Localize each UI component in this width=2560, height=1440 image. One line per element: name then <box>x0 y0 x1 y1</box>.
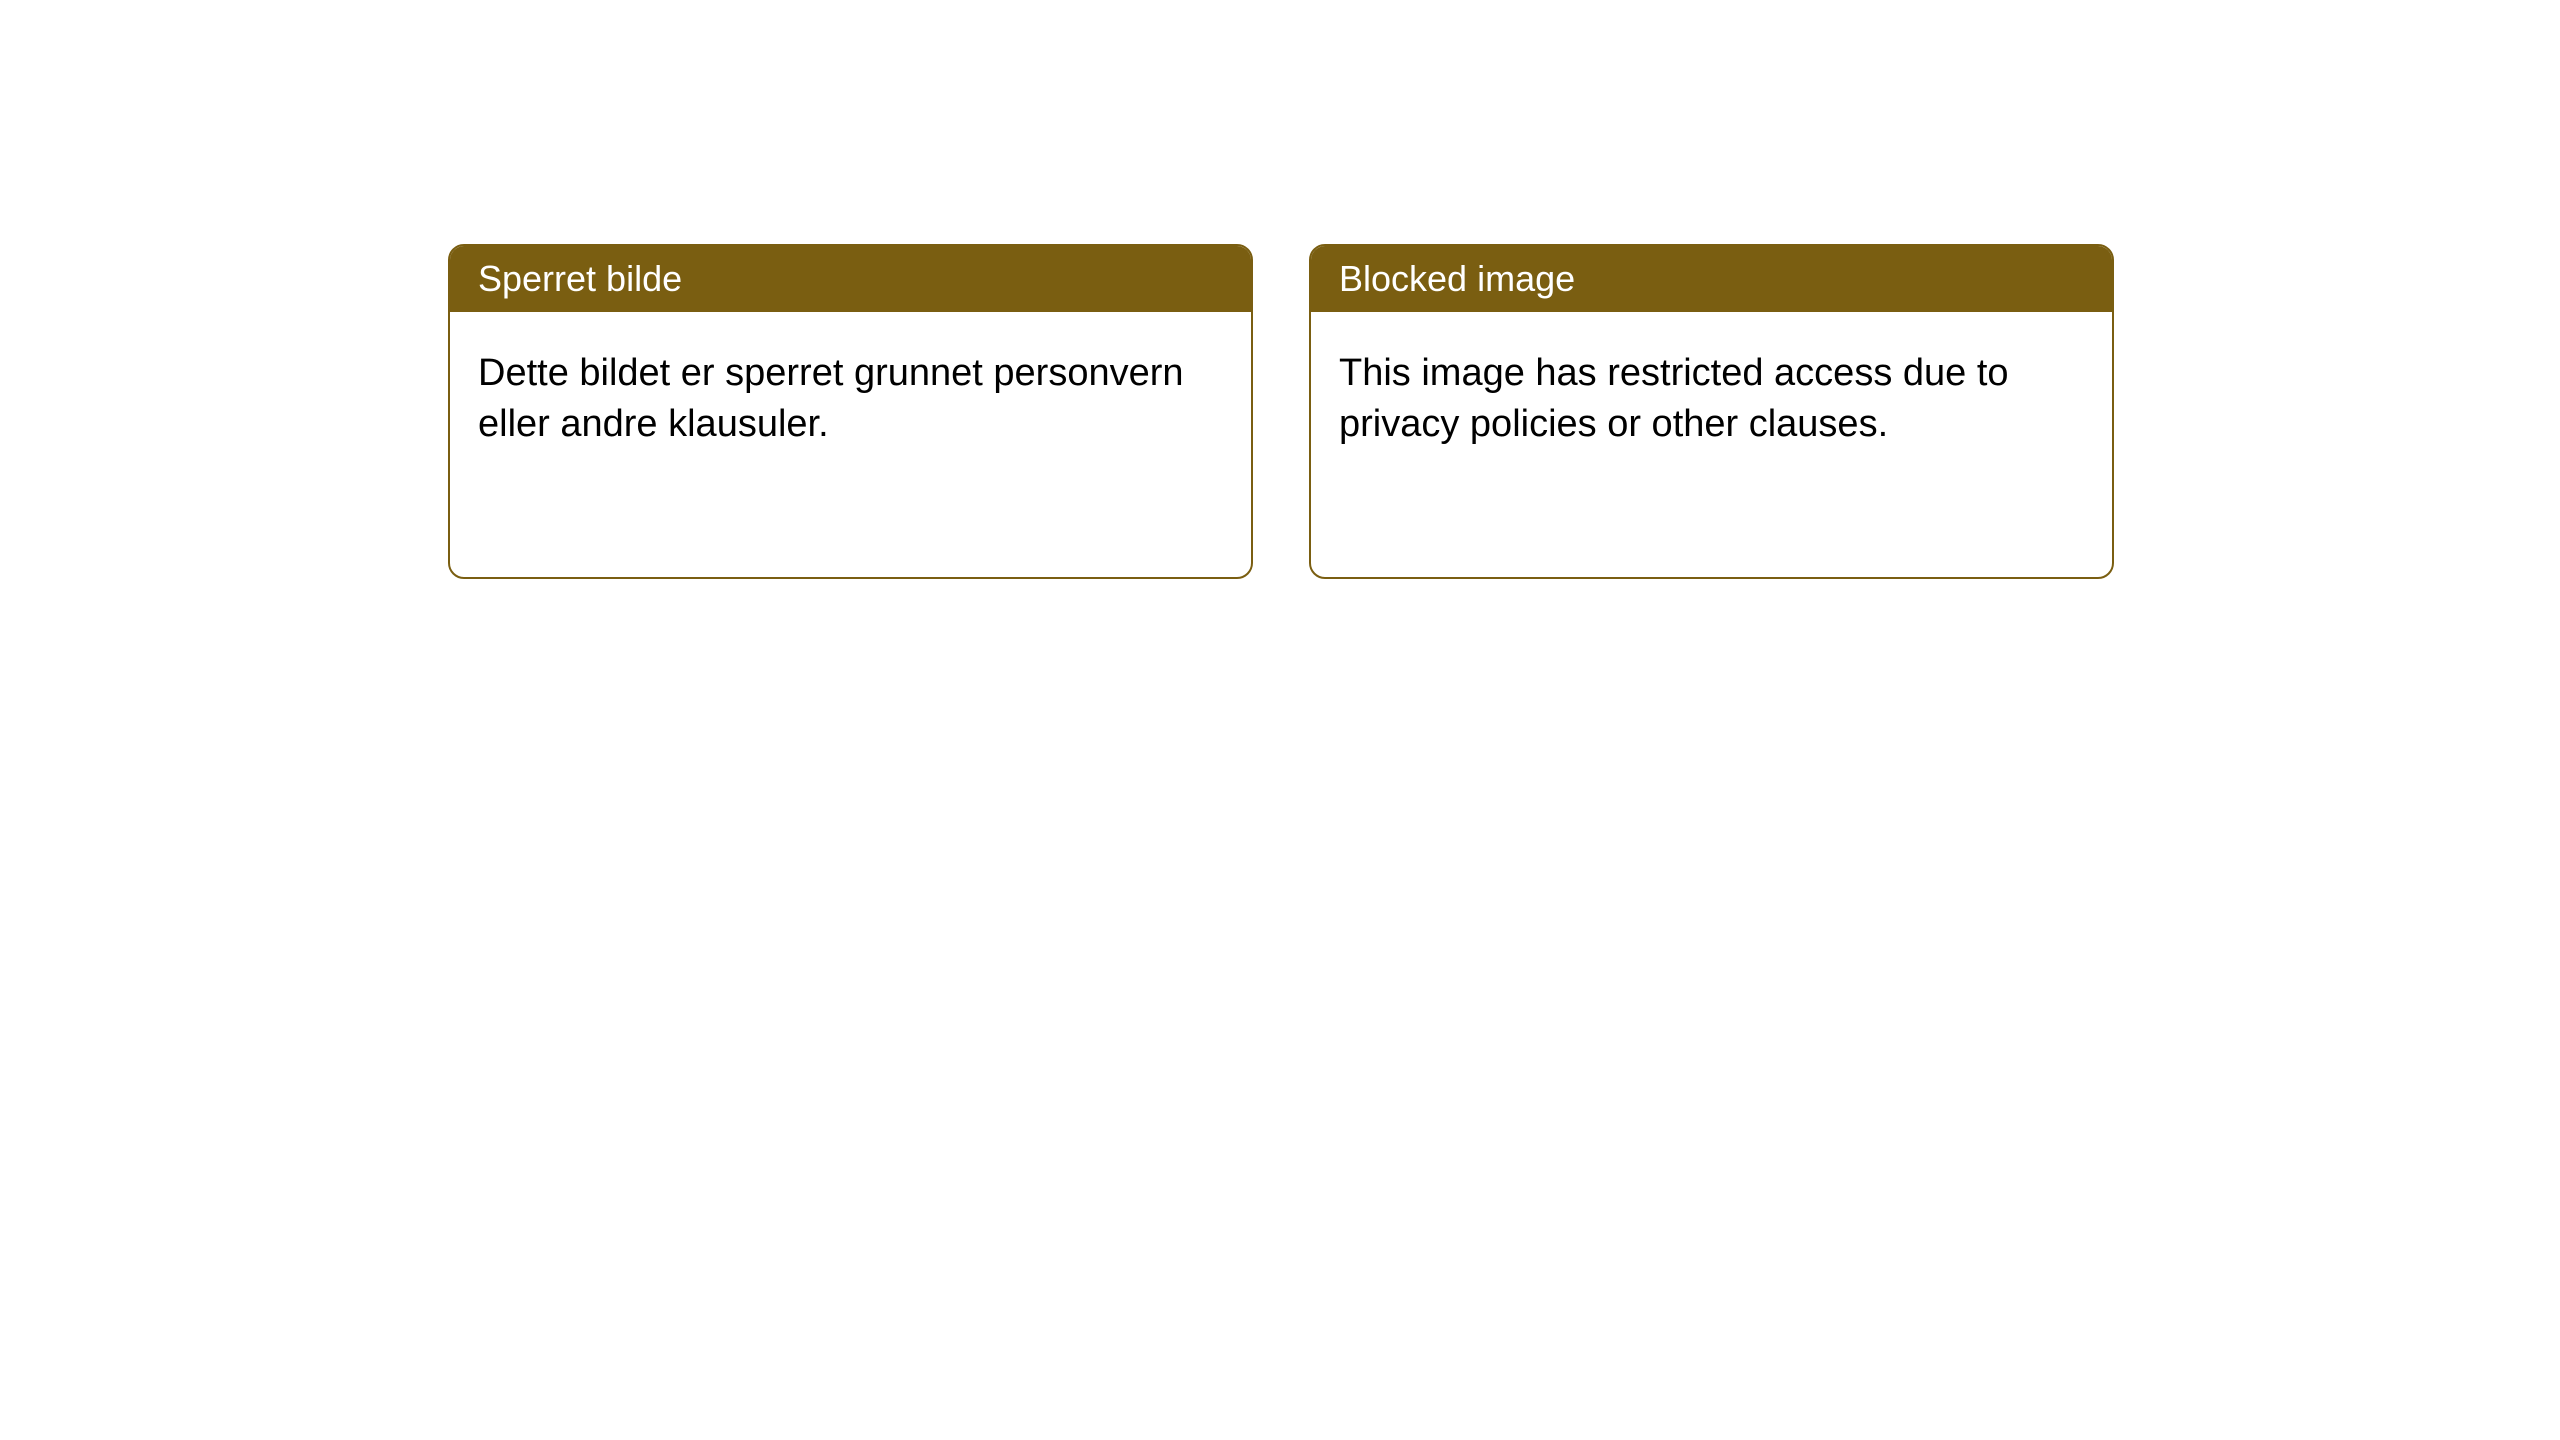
card-body-en: This image has restricted access due to … <box>1311 312 2112 487</box>
card-body-no: Dette bildet er sperret grunnet personve… <box>450 312 1251 487</box>
card-header-no: Sperret bilde <box>450 246 1251 312</box>
blocked-image-card-en: Blocked image This image has restricted … <box>1309 244 2114 579</box>
card-header-en: Blocked image <box>1311 246 2112 312</box>
notice-container: Sperret bilde Dette bildet er sperret gr… <box>448 244 2114 579</box>
blocked-image-card-no: Sperret bilde Dette bildet er sperret gr… <box>448 244 1253 579</box>
